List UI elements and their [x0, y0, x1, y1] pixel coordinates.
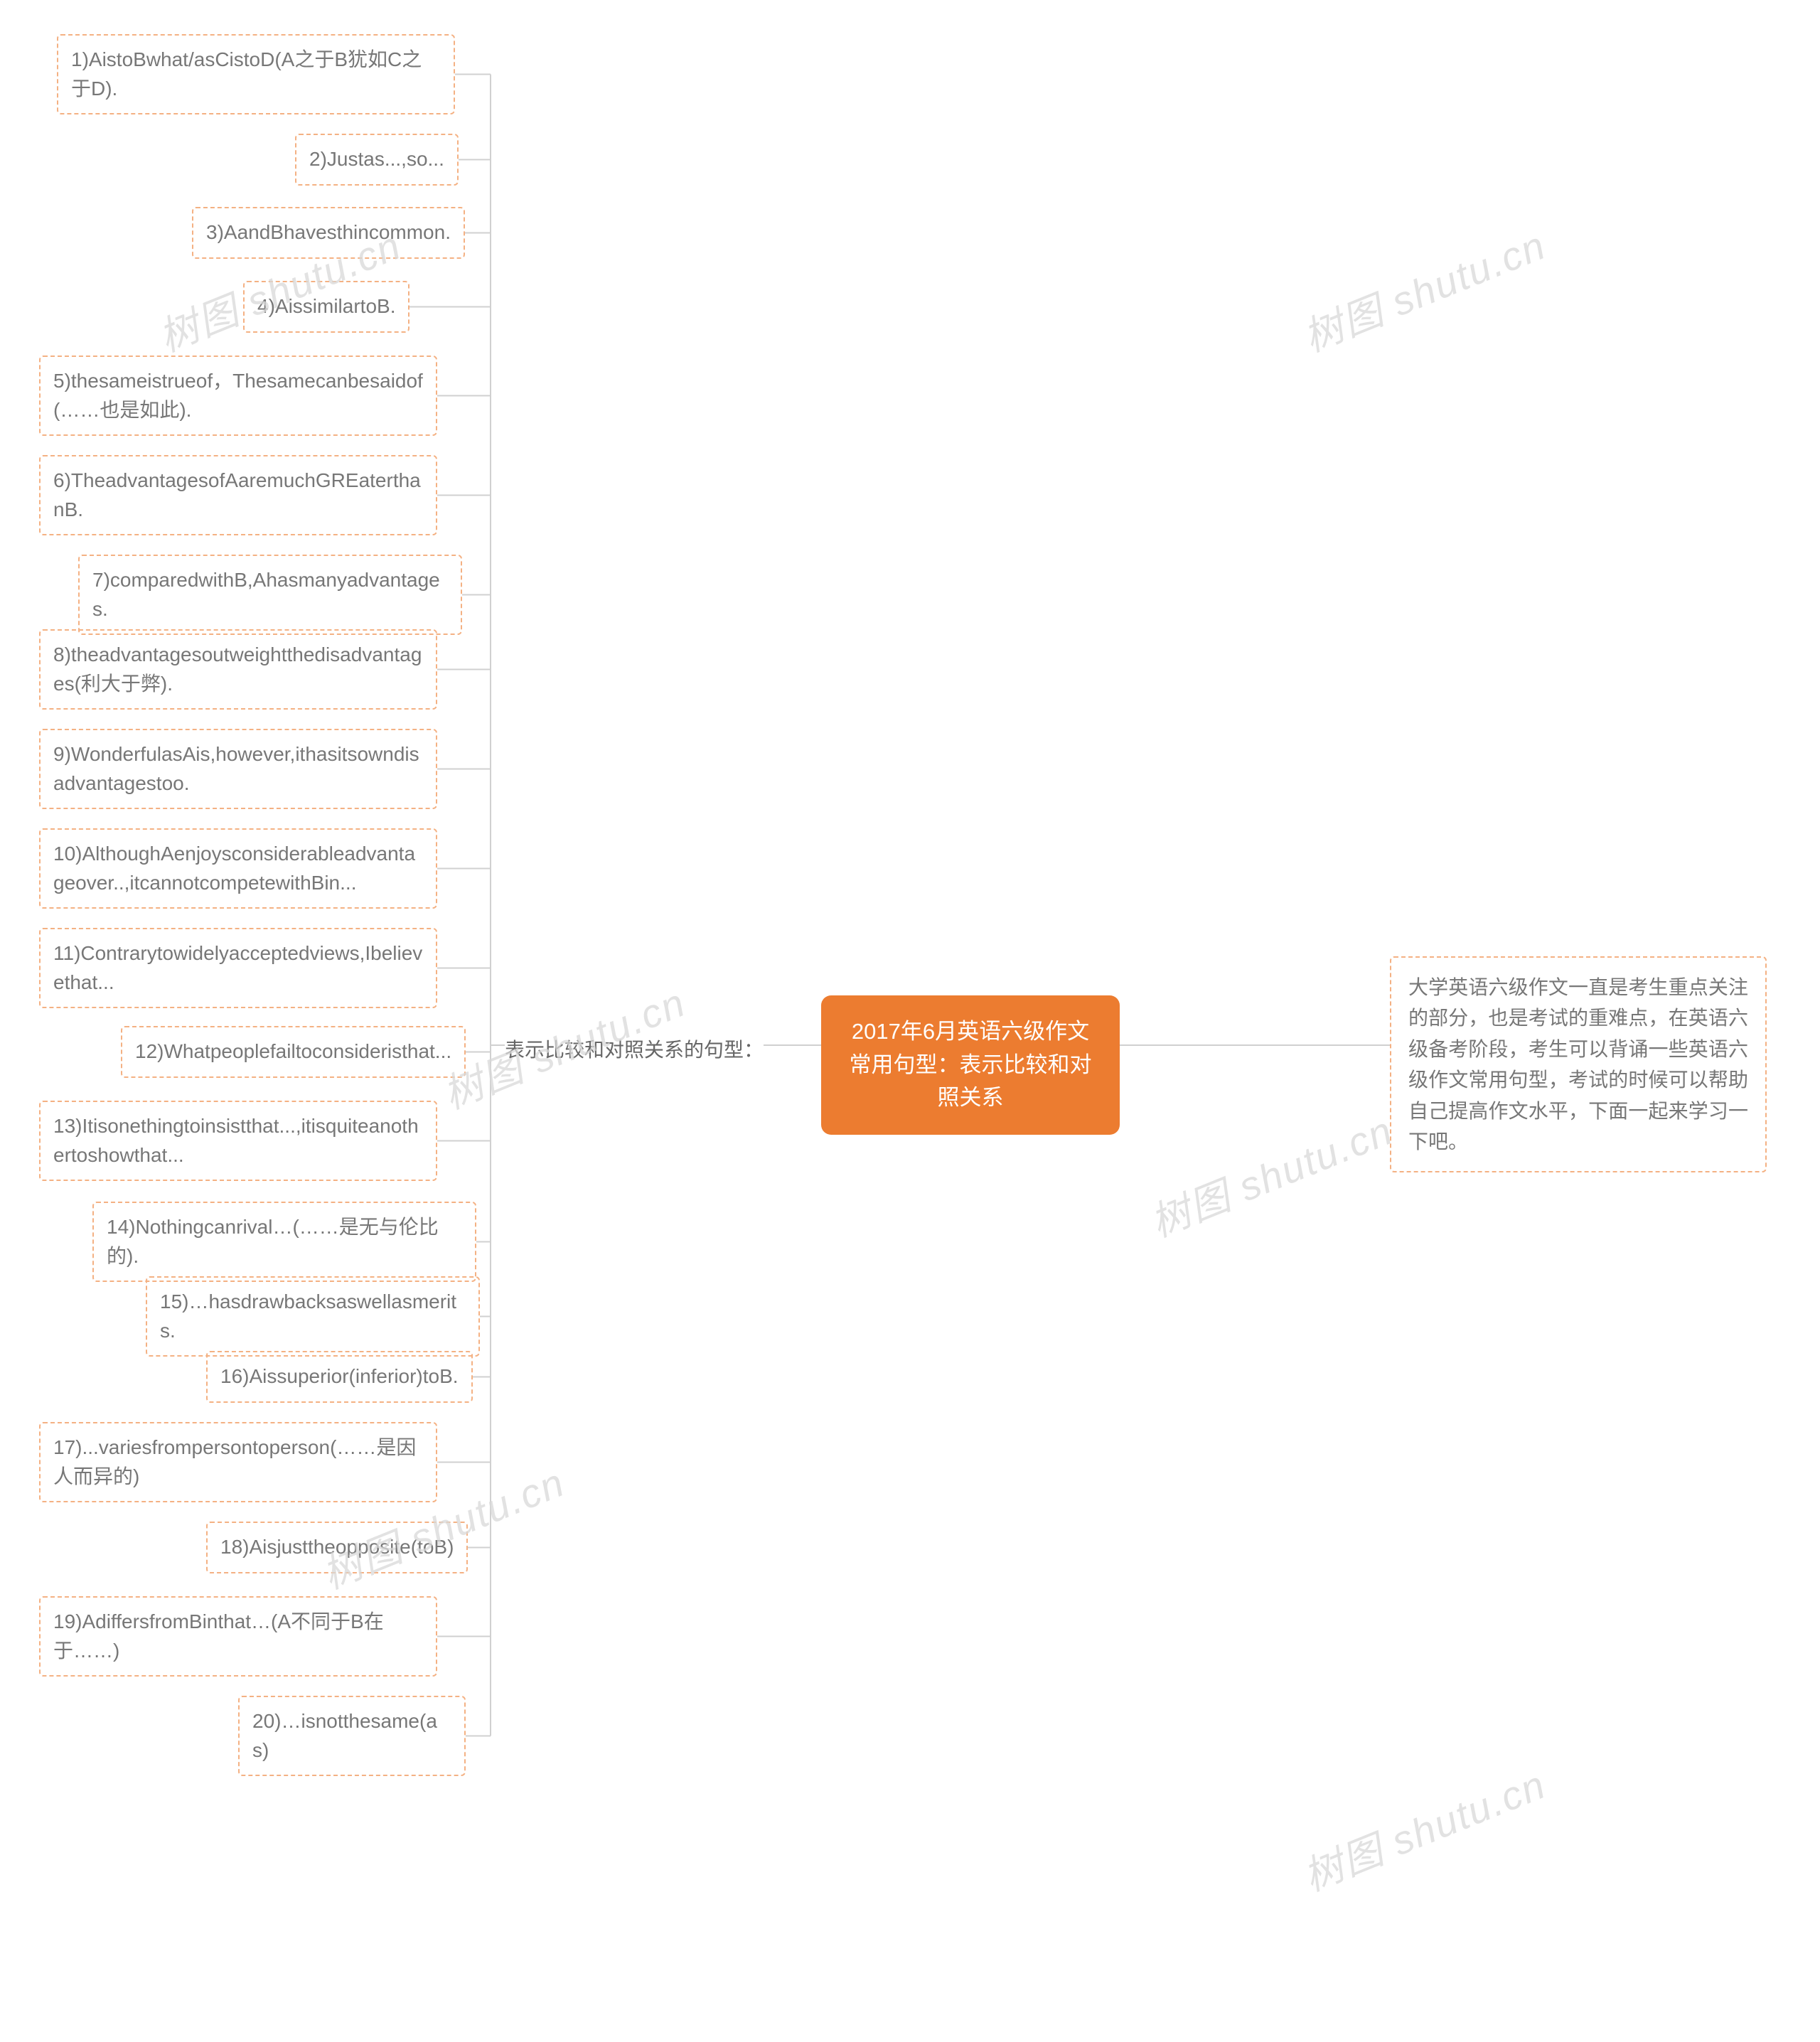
leaf-text: 19)AdiffersfromBinthat…(A不同于B在于……) — [53, 1610, 384, 1662]
leaf-text: 2)Justas...,so... — [309, 148, 444, 170]
leaf-text: 11)Contrarytowidelyacceptedviews,Ibeliev… — [53, 942, 422, 993]
root-title: 2017年6月英语六级作文常用句型：表示比较和对照关系 — [850, 1019, 1092, 1110]
leaf-node: 8)theadvantagesoutweightthedisadvantages… — [39, 629, 437, 710]
leaf-node: 3)AandBhavesthincommon. — [192, 207, 465, 259]
leaf-node: 5)thesameistrueof，Thesamecanbesaidof(……也… — [39, 356, 437, 436]
leaf-node: 16)Aissuperior(inferior)toB. — [206, 1351, 473, 1403]
leaf-text: 16)Aissuperior(inferior)toB. — [220, 1365, 459, 1387]
leaf-text: 20)…isnotthesame(as) — [252, 1710, 437, 1761]
mindmap-canvas: 2017年6月英语六级作文常用句型：表示比较和对照关系 大学英语六级作文一直是考… — [0, 0, 1820, 2042]
watermark: 树图 shutu.cn — [1141, 1099, 1401, 1249]
leaf-node: 11)Contrarytowidelyacceptedviews,Ibeliev… — [39, 928, 437, 1008]
leaf-text: 7)comparedwithB,Ahasmanyadvantages. — [92, 569, 440, 620]
leaf-node: 14)Nothingcanrival…(……是无与伦比的). — [92, 1202, 476, 1282]
leaf-text: 8)theadvantagesoutweightthedisadvantages… — [53, 643, 422, 695]
leaf-node: 7)comparedwithB,Ahasmanyadvantages. — [78, 555, 462, 635]
leaf-node: 13)Itisonethingtoinsistthat...,itisquite… — [39, 1101, 437, 1181]
leaf-text: 5)thesameistrueof，Thesamecanbesaidof(……也… — [53, 370, 423, 421]
watermark: 树图 shutu.cn — [1294, 1753, 1553, 1903]
leaf-text: 9)WonderfulasAis,however,ithasitsowndisa… — [53, 743, 419, 794]
leaf-node: 18)Aisjusttheopposite(toB) — [206, 1522, 468, 1573]
leaf-node: 1)AistoBwhat/asCistoD(A之于B犹如C之于D). — [57, 34, 455, 114]
watermark: 树图 shutu.cn — [1294, 214, 1553, 363]
leaf-text: 12)Whatpeoplefailtoconsideristhat... — [135, 1040, 451, 1062]
leaf-text: 3)AandBhavesthincommon. — [206, 221, 451, 243]
category-label-text: 表示比较和对照关系的句型： — [505, 1039, 764, 1061]
description-node: 大学英语六级作文一直是考生重点关注的部分，也是考试的重难点，在英语六级备考阶段，… — [1390, 956, 1767, 1172]
leaf-node: 17)...variesfrompersontoperson(……是因人而异的) — [39, 1422, 437, 1502]
leaf-text: 1)AistoBwhat/asCistoD(A之于B犹如C之于D). — [71, 48, 422, 100]
leaf-node: 19)AdiffersfromBinthat…(A不同于B在于……) — [39, 1596, 437, 1677]
leaf-node: 9)WonderfulasAis,however,ithasitsowndisa… — [39, 729, 437, 809]
leaf-node: 10)AlthoughAenjoysconsiderableadvantageo… — [39, 828, 437, 909]
leaf-node: 20)…isnotthesame(as) — [238, 1696, 466, 1776]
leaf-text: 10)AlthoughAenjoysconsiderableadvantageo… — [53, 843, 415, 894]
description-text: 大学英语六级作文一直是考生重点关注的部分，也是考试的重难点，在英语六级备考阶段，… — [1408, 976, 1748, 1153]
category-label: 表示比较和对照关系的句型： — [505, 1035, 764, 1063]
leaf-text: 13)Itisonethingtoinsistthat...,itisquite… — [53, 1115, 419, 1166]
leaf-node: 15)…hasdrawbacksaswellasmerits. — [146, 1276, 480, 1357]
leaf-text: 14)Nothingcanrival…(……是无与伦比的). — [107, 1216, 439, 1267]
leaf-text: 18)Aisjusttheopposite(toB) — [220, 1536, 454, 1558]
leaf-text: 4)AissimilartoB. — [257, 295, 395, 317]
leaf-node: 12)Whatpeoplefailtoconsideristhat... — [121, 1026, 466, 1078]
leaf-node: 6)TheadvantagesofAaremuchGREaterthanB. — [39, 455, 437, 535]
leaf-text: 15)…hasdrawbacksaswellasmerits. — [160, 1290, 456, 1342]
leaf-text: 17)...variesfrompersontoperson(……是因人而异的) — [53, 1436, 416, 1487]
leaf-text: 6)TheadvantagesofAaremuchGREaterthanB. — [53, 469, 421, 520]
leaf-node: 4)AissimilartoB. — [243, 281, 410, 333]
root-node: 2017年6月英语六级作文常用句型：表示比较和对照关系 — [821, 995, 1120, 1135]
leaf-node: 2)Justas...,so... — [295, 134, 459, 186]
